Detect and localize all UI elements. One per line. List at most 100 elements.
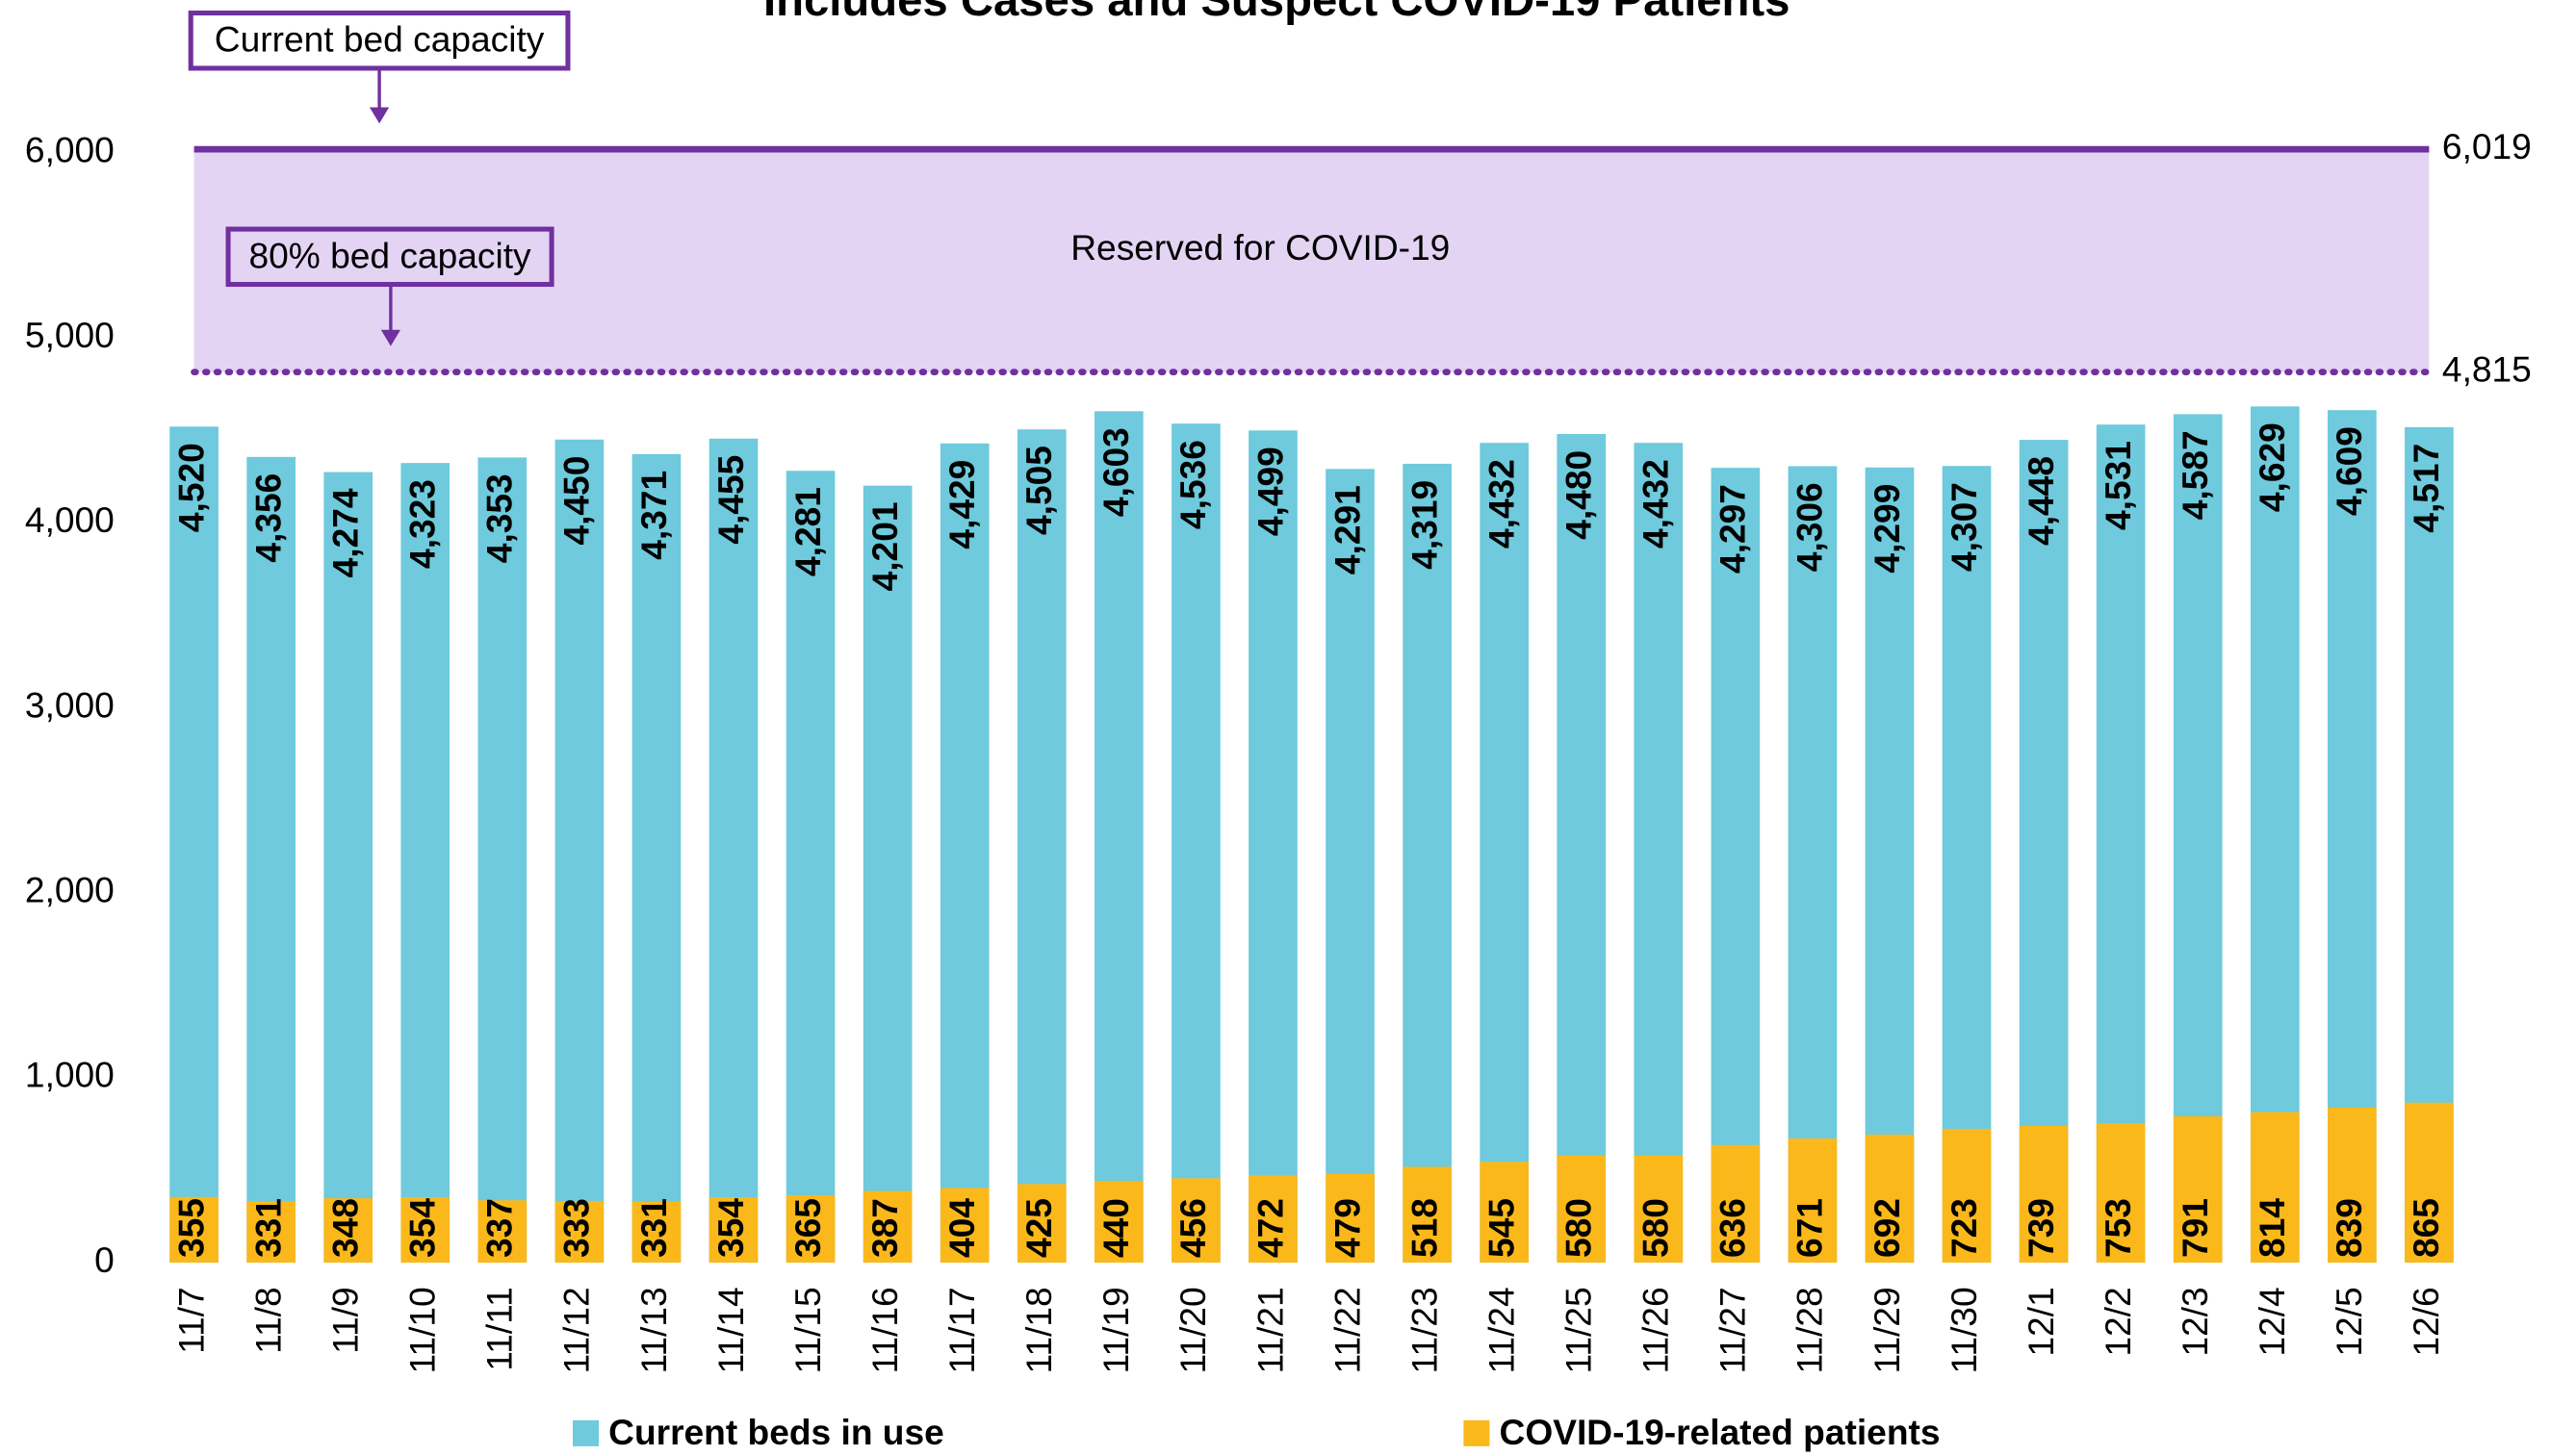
value-label: 4,299: [1867, 484, 1907, 574]
value-label: 355: [170, 1198, 211, 1258]
x-tick-label: 12/3: [2175, 1287, 2215, 1356]
value-label: 4,306: [1790, 482, 1830, 572]
bar: [631, 453, 682, 1264]
value-label: 4,587: [2175, 430, 2215, 520]
value-label: 4,307: [1944, 482, 1984, 572]
bar: [1172, 423, 1221, 1264]
bar: [708, 1197, 759, 1264]
bar: [1249, 430, 1298, 1264]
value-label: 4,505: [1018, 446, 1059, 535]
value-label: 4,450: [556, 456, 597, 546]
bar: [1711, 1144, 1761, 1264]
value-label: 4,297: [1713, 484, 1753, 574]
value-label: 479: [1327, 1198, 1367, 1258]
bar: [1172, 1178, 1221, 1264]
value-label: 4,323: [402, 479, 443, 569]
y-tick-label: 1,000: [25, 1055, 115, 1095]
value-label: 4,609: [2329, 426, 2369, 516]
bar: [1711, 468, 1761, 1264]
value-label: 4,499: [1249, 447, 1290, 536]
value-label: 365: [787, 1198, 828, 1258]
bar: [1095, 1181, 1144, 1264]
capacity-80-label: 4,815: [2442, 348, 2532, 389]
value-label: 4,531: [2098, 441, 2138, 530]
value-label: 333: [556, 1198, 597, 1258]
value-label: 425: [1018, 1198, 1059, 1258]
x-tick-label: 11/18: [1018, 1287, 1059, 1373]
bar: [323, 472, 373, 1264]
x-tick-label: 11/12: [556, 1287, 597, 1373]
value-label: 791: [2175, 1198, 2215, 1258]
x-tick-label: 11/17: [941, 1287, 982, 1373]
bar: [1865, 467, 1915, 1264]
bar: [400, 1197, 451, 1264]
y-tick-label: 0: [94, 1239, 115, 1280]
bar: [554, 1201, 605, 1264]
x-tick-label: 11/19: [1095, 1287, 1136, 1373]
x-tick-label: 11/28: [1790, 1287, 1830, 1373]
bar: [1557, 433, 1607, 1264]
bar: [477, 1200, 528, 1264]
x-tick-label: 11/10: [402, 1287, 443, 1373]
value-label: 4,281: [787, 487, 828, 576]
value-label: 404: [941, 1198, 982, 1258]
bar: [1788, 1138, 1838, 1264]
x-tick-label: 11/8: [247, 1287, 288, 1354]
bar: [940, 1188, 990, 1264]
x-tick-label: 11/7: [170, 1287, 211, 1354]
value-label: 839: [2329, 1198, 2369, 1258]
value-label: 331: [247, 1198, 288, 1258]
value-label: 753: [2098, 1198, 2138, 1258]
legend-label: Current beds in use: [608, 1412, 944, 1452]
value-label: 692: [1867, 1198, 1907, 1258]
value-label: 354: [710, 1198, 751, 1258]
bar: [863, 1190, 913, 1264]
bar: [1942, 1129, 1992, 1264]
value-label: 472: [1249, 1198, 1290, 1258]
value-label: 4,629: [2252, 422, 2292, 512]
chart-title: Includes Cases and Suspect COVID-19 Pati…: [763, 0, 1790, 26]
value-label: 440: [1095, 1198, 1136, 1258]
bar: [246, 456, 296, 1264]
value-label: 4,429: [941, 460, 982, 549]
bar: [1634, 1155, 1684, 1264]
x-tick-label: 12/6: [2406, 1287, 2446, 1356]
x-tick-label: 11/22: [1327, 1287, 1367, 1373]
reserved-area: [193, 149, 2430, 372]
bar: [1634, 443, 1684, 1264]
x-tick-label: 12/5: [2329, 1287, 2369, 1356]
capacity-annotation: Current bed capacity: [215, 19, 545, 60]
capacity-annotation-arrowhead: [369, 107, 390, 124]
value-label: 4,448: [2021, 456, 2061, 546]
bar: [1403, 463, 1452, 1264]
bar: [1788, 466, 1838, 1264]
x-tick-label: 11/16: [864, 1287, 905, 1373]
value-label: 865: [2406, 1198, 2446, 1258]
y-tick-label: 5,000: [25, 315, 115, 355]
legend-label: COVID-19-related patients: [1500, 1412, 1941, 1452]
value-label: 4,356: [247, 473, 288, 563]
y-tick-label: 3,000: [25, 684, 115, 725]
value-label: 671: [1790, 1198, 1830, 1258]
bar: [323, 1198, 373, 1264]
x-tick-label: 11/24: [1481, 1287, 1521, 1373]
value-label: 4,291: [1327, 485, 1367, 575]
x-tick-label: 11/27: [1713, 1287, 1753, 1373]
value-label: 354: [402, 1198, 443, 1258]
bar: [2250, 1111, 2300, 1264]
bar: [477, 457, 528, 1264]
bar: [863, 485, 913, 1264]
bar: [1326, 469, 1375, 1264]
bar: [2173, 1116, 2223, 1264]
bar: [1480, 1162, 1529, 1264]
bar: [1095, 411, 1144, 1264]
bar: [2328, 1107, 2377, 1264]
x-tick-label: 11/29: [1867, 1287, 1907, 1373]
value-label: 739: [2021, 1198, 2061, 1258]
capacity-label: 6,019: [2442, 126, 2532, 166]
value-label: 580: [1636, 1198, 1676, 1258]
x-tick-label: 11/15: [787, 1287, 828, 1373]
value-label: 4,536: [1172, 440, 1213, 529]
bar: [2096, 1123, 2146, 1264]
